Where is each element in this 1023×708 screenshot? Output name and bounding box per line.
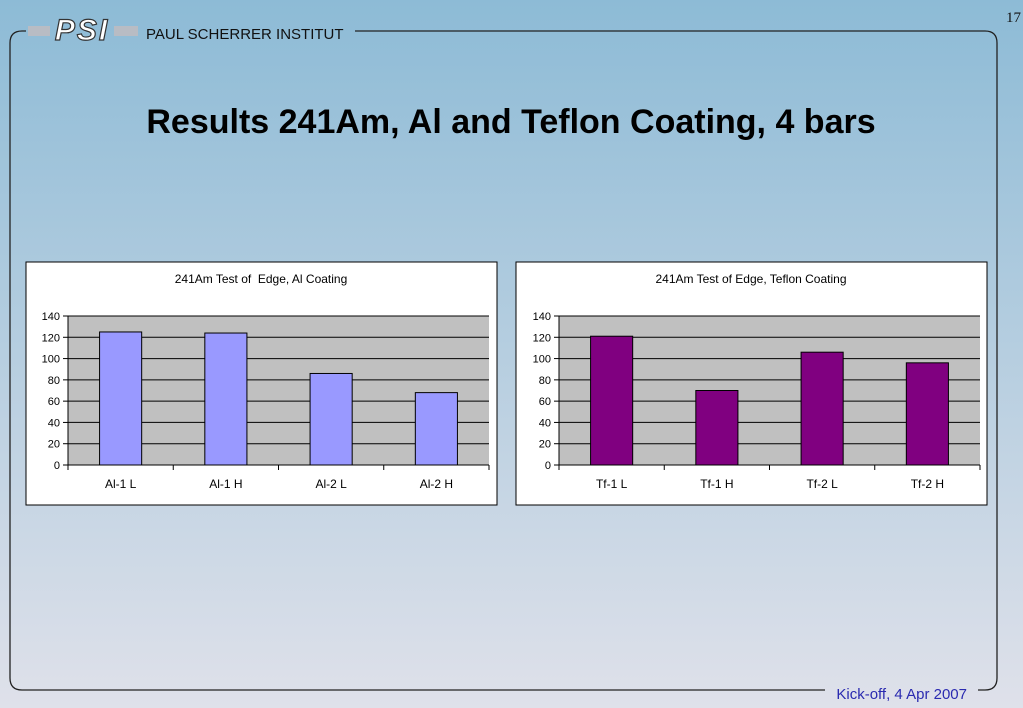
logo-bar-left — [28, 26, 50, 36]
y-tick-label: 20 — [539, 439, 551, 451]
y-tick-label: 0 — [54, 460, 60, 472]
y-tick-label: 100 — [42, 354, 60, 366]
bar — [99, 331, 143, 466]
x-tick-label: Al-2 L — [315, 477, 347, 491]
logo: PSI — [55, 14, 109, 47]
y-tick-label: 40 — [539, 417, 551, 429]
bar — [800, 351, 844, 466]
bar — [204, 332, 248, 466]
y-tick-label: 120 — [533, 332, 551, 344]
y-tick-label: 60 — [48, 396, 60, 408]
x-tick-label: Tf-2 L — [806, 477, 838, 491]
slide-title: Results 241Am, Al and Teflon Coating, 4 … — [146, 103, 875, 141]
y-tick-label: 20 — [48, 439, 60, 451]
x-tick-label: Al-2 H — [420, 477, 453, 491]
y-tick-label: 80 — [539, 375, 551, 387]
page-number: 17 — [1006, 10, 1022, 26]
y-tick-label: 100 — [533, 354, 551, 366]
x-tick-label: Al-1 H — [209, 477, 242, 491]
frame — [9, 30, 998, 691]
chart-title: 241Am Test of Edge, Teflon Coating — [655, 272, 846, 286]
logo-bar-right — [114, 26, 138, 36]
y-tick-label: 0 — [545, 460, 551, 472]
y-tick-label: 80 — [48, 375, 60, 387]
y-tick-label: 120 — [42, 332, 60, 344]
y-tick-label: 60 — [539, 396, 551, 408]
bar — [590, 335, 634, 466]
x-tick-label: Tf-1 H — [700, 477, 733, 491]
footer: Kick-off, 4 Apr 2007 — [836, 686, 967, 703]
y-tick-label: 40 — [48, 417, 60, 429]
y-tick-label: 140 — [533, 311, 551, 323]
bar — [414, 392, 458, 466]
x-tick-label: Tf-2 H — [911, 477, 944, 491]
bar — [905, 362, 949, 466]
x-tick-label: Tf-1 L — [596, 477, 628, 491]
x-tick-label: Al-1 L — [105, 477, 137, 491]
bar — [309, 372, 353, 466]
y-tick-label: 140 — [42, 311, 60, 323]
bar — [695, 390, 739, 466]
institute: PAUL SCHERRER INSTITUT — [146, 26, 344, 43]
chart-title: 241Am Test of Edge, Al Coating — [175, 272, 348, 286]
